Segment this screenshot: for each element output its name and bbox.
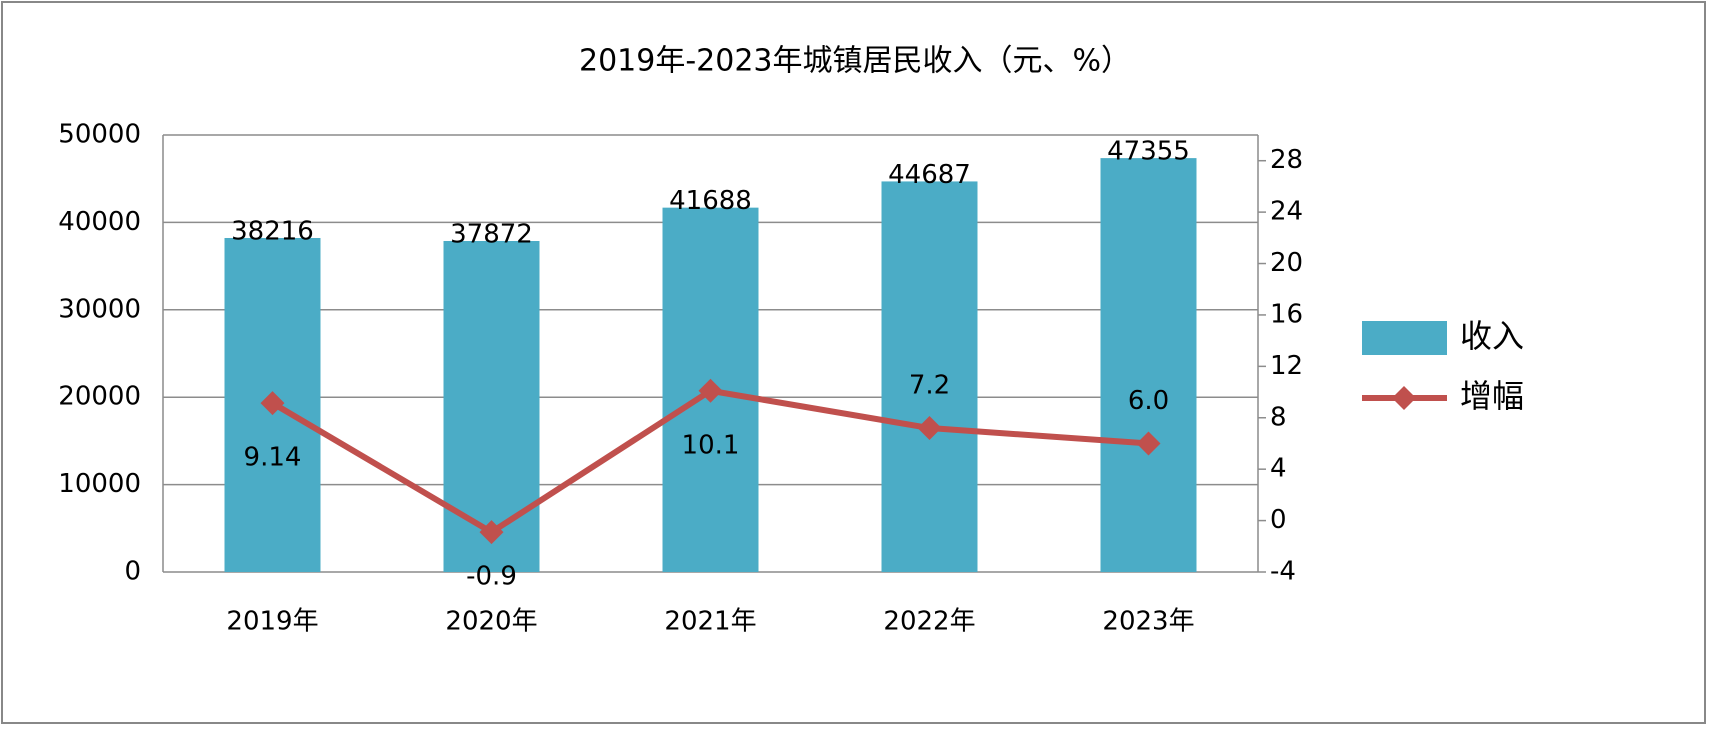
bar [1100,158,1197,572]
data-label: 41688 [669,186,752,216]
data-label: 6.0 [1128,386,1169,416]
y2-tick-label: 20 [1270,248,1303,278]
y-tick-label: 50000 [58,120,141,150]
y2-tick-label: 12 [1270,351,1303,381]
y-tick-label: 10000 [58,469,141,499]
marker [479,520,504,545]
data-label: 9.14 [244,443,302,473]
y-tick-label: 30000 [58,294,141,324]
marker [698,378,723,403]
y-tick-label: 0 [124,557,141,587]
data-label: 10.1 [682,430,740,460]
bar [443,240,540,572]
legend-label: 收入 [1460,317,1524,355]
chart-title: 2019年-2023年城镇居民收入（元、%） [579,44,1131,79]
data-label: 38216 [231,216,314,246]
data-label: 44687 [888,160,971,190]
x-tick-label: 2021年 [664,607,756,637]
legend-swatch [1392,386,1416,410]
x-tick-label: 2022年 [883,607,975,637]
x-tick-label: 2019年 [226,607,318,637]
data-label: -0.9 [466,562,517,592]
y2-tick-label: 16 [1270,299,1303,329]
y2-tick-label: 0 [1270,505,1287,535]
y2-tick-label: 4 [1270,454,1287,484]
y2-tick-label: 8 [1270,402,1287,432]
y-tick-label: 40000 [58,207,141,237]
legend-swatch [1362,321,1447,355]
y2-tick-label: -4 [1270,557,1296,587]
marker [1136,431,1161,456]
legend-label: 增幅 [1460,377,1524,415]
y-tick-label: 20000 [58,382,141,412]
marker [917,416,942,441]
bar [881,181,978,573]
x-tick-label: 2020年 [445,607,537,637]
y2-tick-label: 24 [1270,197,1303,227]
data-label: 7.2 [909,371,950,401]
data-label: 37872 [450,219,533,249]
data-label: 47355 [1107,137,1190,167]
marker [260,391,285,416]
y2-tick-label: 28 [1270,145,1303,175]
x-tick-label: 2023年 [1102,607,1194,637]
